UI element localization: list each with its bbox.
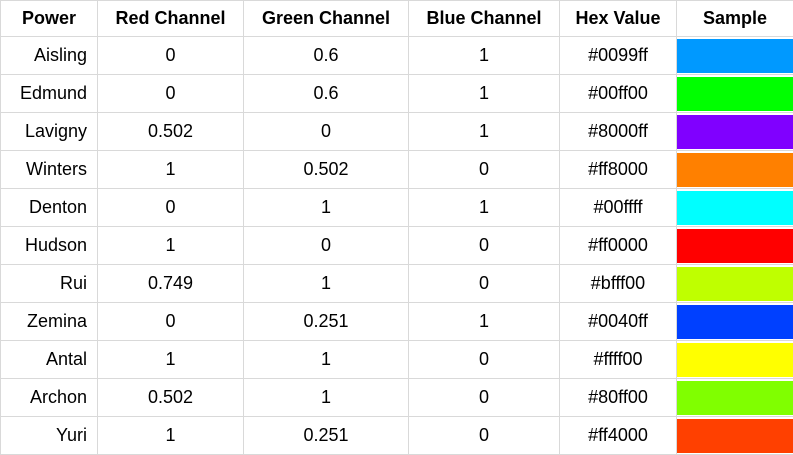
color-swatch	[677, 39, 793, 73]
hex-value-cell: #0099ff	[560, 37, 677, 75]
sample-cell	[677, 265, 793, 303]
green-channel-cell: 0.6	[244, 37, 409, 75]
green-channel-cell: 1	[244, 341, 409, 379]
color-swatch	[677, 115, 793, 149]
red-channel-cell: 1	[98, 227, 244, 265]
red-channel-cell: 0	[98, 75, 244, 113]
color-swatch	[677, 267, 793, 301]
power-cell: Winters	[1, 151, 98, 189]
power-cell: Zemina	[1, 303, 98, 341]
red-channel-cell: 1	[98, 341, 244, 379]
red-channel-cell: 0	[98, 189, 244, 227]
green-channel-cell: 0.251	[244, 303, 409, 341]
header-sample: Sample	[677, 1, 793, 37]
blue-channel-cell: 0	[409, 227, 560, 265]
blue-channel-cell: 0	[409, 417, 560, 455]
power-cell: Aisling	[1, 37, 98, 75]
blue-channel-cell: 1	[409, 303, 560, 341]
hex-value-cell: #ff0000	[560, 227, 677, 265]
hex-value-cell: #0040ff	[560, 303, 677, 341]
sample-cell	[677, 113, 793, 151]
power-cell: Denton	[1, 189, 98, 227]
sample-cell	[677, 303, 793, 341]
sample-cell	[677, 379, 793, 417]
green-channel-cell: 0.6	[244, 75, 409, 113]
hex-value-cell: #00ff00	[560, 75, 677, 113]
hex-value-cell: #ff8000	[560, 151, 677, 189]
sample-cell	[677, 227, 793, 265]
color-swatch	[677, 153, 793, 187]
blue-channel-cell: 1	[409, 113, 560, 151]
hex-value-cell: #ffff00	[560, 341, 677, 379]
header-row: Power Red Channel Green Channel Blue Cha…	[1, 1, 793, 37]
header-power: Power	[1, 1, 98, 37]
blue-channel-cell: 0	[409, 341, 560, 379]
color-swatch	[677, 419, 793, 453]
color-swatch	[677, 229, 793, 263]
header-green-channel: Green Channel	[244, 1, 409, 37]
green-channel-cell: 0	[244, 113, 409, 151]
power-cell: Yuri	[1, 417, 98, 455]
color-swatch	[677, 305, 793, 339]
blue-channel-cell: 0	[409, 151, 560, 189]
red-channel-cell: 0.502	[98, 113, 244, 151]
hex-value-cell: #ff4000	[560, 417, 677, 455]
sample-cell	[677, 189, 793, 227]
sample-cell	[677, 151, 793, 189]
power-cell: Hudson	[1, 227, 98, 265]
header-hex-value: Hex Value	[560, 1, 677, 37]
green-channel-cell: 0.502	[244, 151, 409, 189]
hex-value-cell: #80ff00	[560, 379, 677, 417]
sample-cell	[677, 417, 793, 455]
blue-channel-cell: 1	[409, 75, 560, 113]
power-cell: Edmund	[1, 75, 98, 113]
header-blue-channel: Blue Channel	[409, 1, 560, 37]
blue-channel-cell: 1	[409, 37, 560, 75]
color-swatch	[677, 191, 793, 225]
hex-value-cell: #00ffff	[560, 189, 677, 227]
red-channel-cell: 0.502	[98, 379, 244, 417]
color-swatch	[677, 77, 793, 111]
red-channel-cell: 1	[98, 151, 244, 189]
green-channel-cell: 1	[244, 189, 409, 227]
green-channel-cell: 0.251	[244, 417, 409, 455]
red-channel-cell: 0	[98, 303, 244, 341]
blue-channel-cell: 0	[409, 379, 560, 417]
red-channel-cell: 0	[98, 37, 244, 75]
power-cell: Antal	[1, 341, 98, 379]
hex-value-cell: #bfff00	[560, 265, 677, 303]
sample-cell	[677, 37, 793, 75]
power-cell: Archon	[1, 379, 98, 417]
power-cell: Lavigny	[1, 113, 98, 151]
header-red-channel: Red Channel	[98, 1, 244, 37]
sample-cell	[677, 341, 793, 379]
blue-channel-cell: 0	[409, 265, 560, 303]
color-swatch	[677, 343, 793, 377]
green-channel-cell: 1	[244, 265, 409, 303]
hex-value-cell: #8000ff	[560, 113, 677, 151]
green-channel-cell: 0	[244, 227, 409, 265]
green-channel-cell: 1	[244, 379, 409, 417]
blue-channel-cell: 1	[409, 189, 560, 227]
color-swatch	[677, 381, 793, 415]
sample-cell	[677, 75, 793, 113]
power-cell: Rui	[1, 265, 98, 303]
red-channel-cell: 0.749	[98, 265, 244, 303]
red-channel-cell: 1	[98, 417, 244, 455]
